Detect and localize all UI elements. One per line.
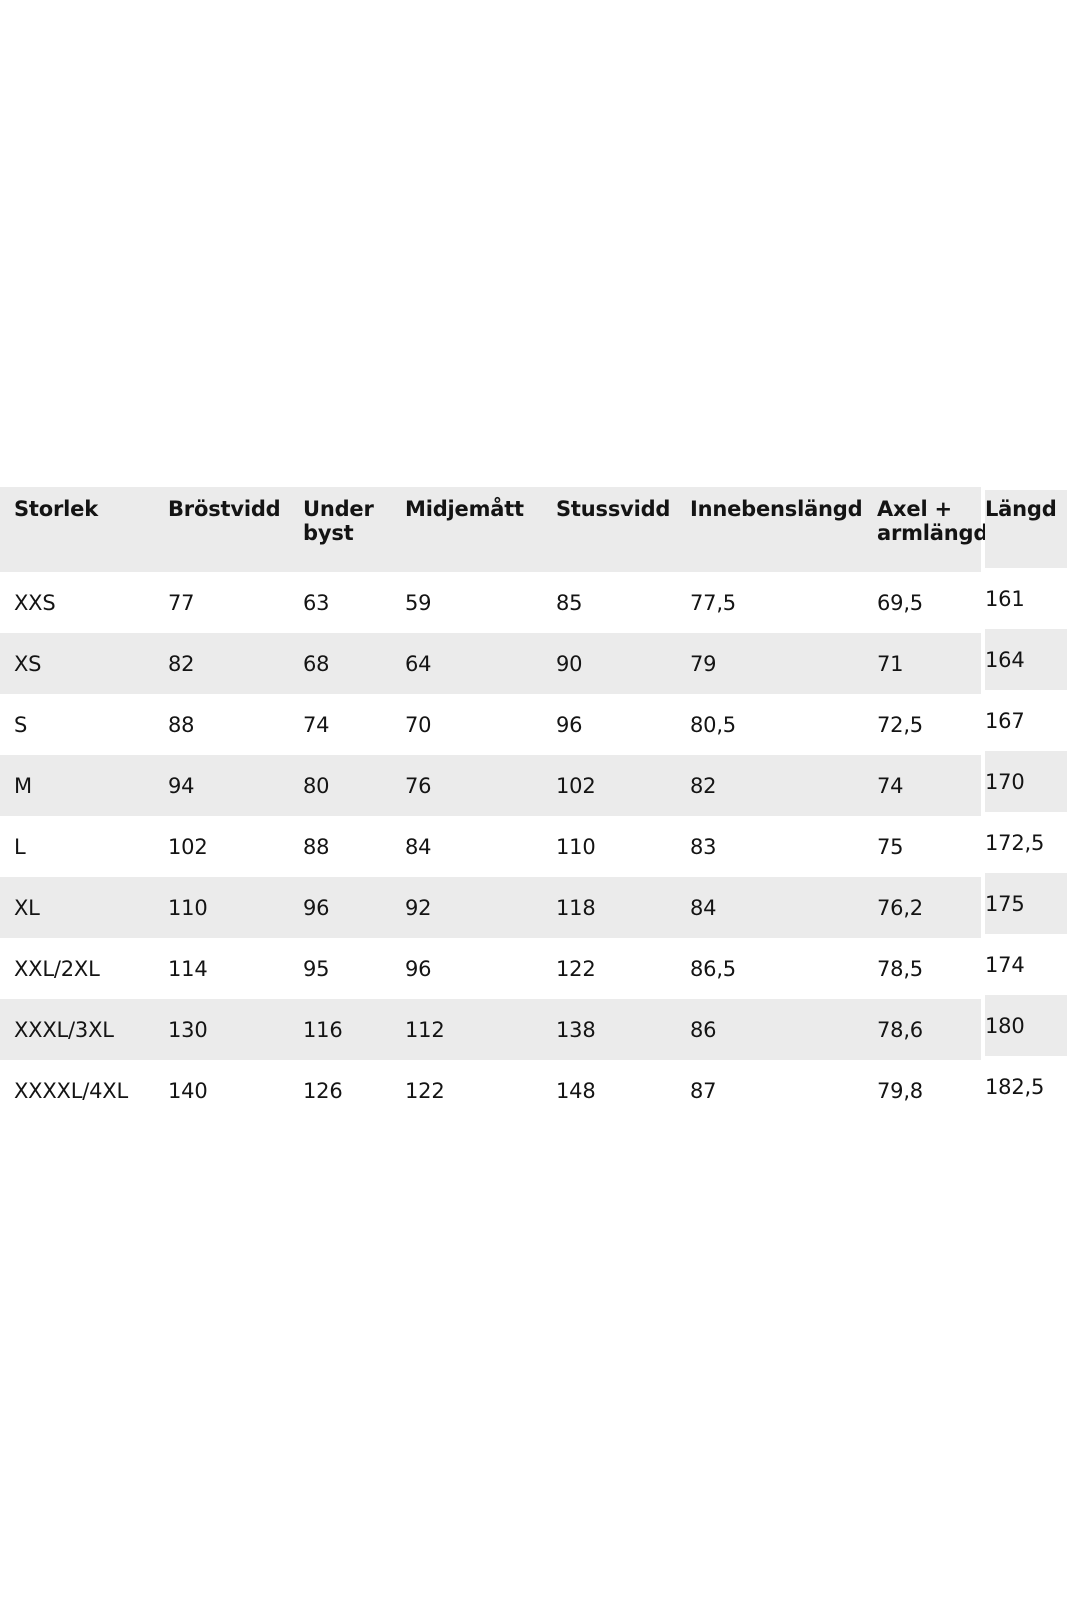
value-cell: 92 bbox=[405, 895, 432, 920]
column-header-under-byst: Under byst bbox=[303, 497, 374, 545]
column-header-stussvidd: Stussvidd bbox=[556, 497, 671, 521]
value-cell: 170 bbox=[985, 751, 1067, 812]
size-row-m: M 94 80 76 102 82 74 bbox=[0, 755, 981, 816]
size-cell: XXS bbox=[14, 590, 56, 615]
value-cell: 102 bbox=[556, 773, 596, 798]
value-cell: 76 bbox=[405, 773, 432, 798]
value-cell: 102 bbox=[168, 834, 208, 859]
size-cell: S bbox=[14, 712, 28, 737]
value-cell: 164 bbox=[985, 629, 1067, 690]
column-header-innebenslangd: Innebenslängd bbox=[690, 497, 863, 521]
column-header-axel-armlangd: Axel + armlängd bbox=[877, 497, 989, 545]
value-cell: 110 bbox=[168, 895, 208, 920]
value-cell: 96 bbox=[556, 712, 583, 737]
value-cell: 83 bbox=[690, 834, 717, 859]
size-row-xxs: XXS 77 63 59 85 77,5 69,5 bbox=[0, 572, 981, 633]
value-cell: 161 bbox=[985, 586, 1025, 611]
value-cell: 82 bbox=[168, 651, 195, 676]
size-cell: XXL/2XL bbox=[14, 956, 100, 981]
size-row-xs: XS 82 68 64 90 79 71 bbox=[0, 633, 981, 694]
value-cell: 112 bbox=[405, 1017, 445, 1042]
value-cell: 59 bbox=[405, 590, 432, 615]
value-cell: 167 bbox=[985, 708, 1025, 733]
column-header-midjematt: Midjemått bbox=[405, 497, 524, 521]
value-cell: 85 bbox=[556, 590, 583, 615]
value-cell: 77 bbox=[168, 590, 195, 615]
size-cell: XL bbox=[14, 895, 40, 920]
value-cell: 174 bbox=[985, 952, 1025, 977]
value-cell: 80,5 bbox=[690, 712, 736, 737]
value-cell: 72,5 bbox=[877, 712, 923, 737]
value-cell: 77,5 bbox=[690, 590, 736, 615]
value-cell: 90 bbox=[556, 651, 583, 676]
value-cell: 79 bbox=[690, 651, 717, 676]
size-cell: XS bbox=[14, 651, 42, 676]
value-cell: 74 bbox=[877, 773, 904, 798]
size-row-s: S 88 74 70 96 80,5 72,5 bbox=[0, 694, 981, 755]
value-cell: 94 bbox=[168, 773, 195, 798]
size-row-l: L 102 88 84 110 83 75 bbox=[0, 816, 981, 877]
value-cell: 95 bbox=[303, 956, 330, 981]
value-cell: 64 bbox=[405, 651, 432, 676]
value-cell: 138 bbox=[556, 1017, 596, 1042]
value-cell: 86 bbox=[690, 1017, 717, 1042]
size-chart-table: Storlek Bröstvidd Under byst Midjemått S… bbox=[0, 487, 989, 1121]
column-header-brostvidd: Bröstvidd bbox=[168, 497, 281, 521]
value-cell: 88 bbox=[168, 712, 195, 737]
value-cell: 79,8 bbox=[877, 1078, 923, 1103]
value-cell: 140 bbox=[168, 1078, 208, 1103]
value-cell: 75 bbox=[877, 834, 904, 859]
value-cell: 86,5 bbox=[690, 956, 736, 981]
column-header-langd: Längd bbox=[985, 490, 1067, 568]
value-cell: 76,2 bbox=[877, 895, 923, 920]
value-cell: 114 bbox=[168, 956, 208, 981]
header-row: Storlek Bröstvidd Under byst Midjemått S… bbox=[0, 487, 989, 572]
value-cell: 180 bbox=[985, 995, 1067, 1056]
value-cell: 71 bbox=[877, 651, 904, 676]
value-cell: 118 bbox=[556, 895, 596, 920]
value-cell: 122 bbox=[556, 956, 596, 981]
value-cell: 63 bbox=[303, 590, 330, 615]
size-cell: XXXL/3XL bbox=[14, 1017, 114, 1042]
value-cell: 122 bbox=[405, 1078, 445, 1103]
value-cell: 126 bbox=[303, 1078, 343, 1103]
value-cell: 84 bbox=[405, 834, 432, 859]
value-cell: 175 bbox=[985, 873, 1067, 934]
value-cell: 78,5 bbox=[877, 956, 923, 981]
value-cell: 116 bbox=[303, 1017, 343, 1042]
column-header-storlek: Storlek bbox=[14, 497, 98, 521]
value-cell: 96 bbox=[405, 956, 432, 981]
value-cell: 110 bbox=[556, 834, 596, 859]
value-cell: 172,5 bbox=[985, 830, 1045, 855]
value-cell: 69,5 bbox=[877, 590, 923, 615]
size-row-xxxl: XXXL/3XL 130 116 112 138 86 78,6 bbox=[0, 999, 981, 1060]
size-cell: L bbox=[14, 834, 26, 859]
size-row-xxl: XXL/2XL 114 95 96 122 86,5 78,5 bbox=[0, 938, 981, 999]
value-cell: 182,5 bbox=[985, 1074, 1045, 1099]
value-cell: 148 bbox=[556, 1078, 596, 1103]
value-cell: 84 bbox=[690, 895, 717, 920]
value-cell: 82 bbox=[690, 773, 717, 798]
size-row-xl: XL 110 96 92 118 84 76,2 bbox=[0, 877, 981, 938]
value-cell: 80 bbox=[303, 773, 330, 798]
value-cell: 68 bbox=[303, 651, 330, 676]
value-cell: 70 bbox=[405, 712, 432, 737]
value-cell: 130 bbox=[168, 1017, 208, 1042]
value-cell: 87 bbox=[690, 1078, 717, 1103]
value-cell: 78,6 bbox=[877, 1017, 923, 1042]
value-cell: 88 bbox=[303, 834, 330, 859]
size-cell: XXXXL/4XL bbox=[14, 1078, 128, 1103]
laengd-column: Längd 161 164 167 170 172,5 175 174 180 … bbox=[985, 490, 1067, 1117]
size-row-xxxxl: XXXXL/4XL 140 126 122 148 87 79,8 bbox=[0, 1060, 981, 1121]
size-cell: M bbox=[14, 773, 32, 798]
value-cell: 74 bbox=[303, 712, 330, 737]
value-cell: 96 bbox=[303, 895, 330, 920]
